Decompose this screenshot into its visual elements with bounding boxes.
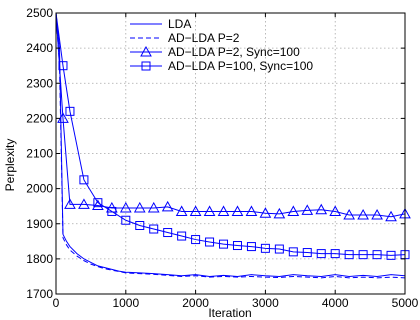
data-point <box>93 198 103 208</box>
x-tick-label: 3000 <box>252 296 279 310</box>
data-point <box>107 206 117 216</box>
data-point <box>64 198 76 209</box>
axes-layer: 0 1000 2000 3000 4000 5000 1700 1800 1900 2000 210… <box>26 6 418 310</box>
data-point <box>57 112 69 123</box>
data-point <box>219 239 229 249</box>
series-layer <box>56 12 411 279</box>
y-axis-title: Perplexity <box>3 139 17 192</box>
series-line <box>56 12 406 277</box>
data-point <box>372 250 382 260</box>
data-point <box>260 243 270 253</box>
data-point <box>315 203 328 215</box>
data-point <box>344 250 354 260</box>
data-point <box>149 224 159 234</box>
data-point <box>163 228 173 238</box>
data-point <box>301 204 314 215</box>
y-tick-label: 2000 <box>26 182 53 196</box>
data-point <box>133 201 146 213</box>
data-point <box>58 61 68 71</box>
data-point <box>386 250 396 260</box>
data-point <box>147 201 160 213</box>
data-point <box>273 207 286 219</box>
y-tick-label: 2500 <box>26 6 53 20</box>
data-point <box>191 235 201 245</box>
grid-layer <box>56 13 405 294</box>
legend-entry-2: AD−LDA P=2 <box>130 31 240 45</box>
series-1 <box>56 12 406 277</box>
y-tick-label: 1800 <box>26 252 53 266</box>
data-point <box>205 237 215 247</box>
data-point <box>189 205 202 216</box>
data-point <box>119 201 132 213</box>
data-point <box>161 200 174 212</box>
x-tick-label: 0 <box>53 296 60 310</box>
data-point <box>232 241 242 251</box>
x-tick-label: 5000 <box>392 296 419 310</box>
series-line <box>56 12 406 256</box>
x-tick-label: 4000 <box>322 296 349 310</box>
legend-label: AD−LDA P=2, Sync=100 <box>168 45 300 59</box>
series-2 <box>56 12 406 279</box>
data-point <box>65 106 75 116</box>
legend-entry-3: AD−LDA P=2, Sync=100 <box>130 45 300 59</box>
data-point <box>175 205 188 216</box>
y-tick-label: 2300 <box>26 76 53 90</box>
series-line <box>56 12 406 218</box>
data-point <box>245 205 258 216</box>
legend-label: LDA <box>168 17 191 31</box>
data-point <box>288 247 298 257</box>
y-tick-label: 2100 <box>26 147 53 161</box>
data-point <box>358 250 368 260</box>
legend-label: AD−LDA P=2 <box>168 31 240 45</box>
data-point <box>316 249 326 259</box>
data-point <box>231 205 244 216</box>
data-point <box>259 207 272 218</box>
data-point <box>302 248 312 258</box>
legend-marker <box>140 45 152 57</box>
x-axis-title: Iteration <box>208 306 251 320</box>
data-point <box>135 221 145 231</box>
data-point <box>287 205 300 216</box>
x-tick-label: 1000 <box>112 296 139 310</box>
data-point <box>203 205 216 216</box>
series-line <box>56 12 406 279</box>
legend-entry-4: AD−LDA P=100, Sync=100 <box>130 59 313 73</box>
data-point <box>78 198 90 209</box>
data-point <box>217 205 230 216</box>
x-tick-label: 2000 <box>182 296 209 310</box>
legend-marker <box>141 61 151 71</box>
data-point <box>371 208 383 220</box>
legend-label: AD−LDA P=100, Sync=100 <box>168 59 313 73</box>
y-tick-label: 1900 <box>26 217 53 231</box>
data-point <box>274 244 284 254</box>
data-point <box>246 242 256 252</box>
data-point <box>177 231 187 241</box>
y-tick-label: 1700 <box>26 287 53 301</box>
data-point <box>121 215 131 225</box>
data-point <box>330 249 340 259</box>
series-3 <box>56 12 411 222</box>
data-point <box>385 210 397 222</box>
data-point <box>92 199 104 210</box>
data-point <box>329 205 342 216</box>
series-4 <box>56 12 410 260</box>
y-tick-label: 2400 <box>26 41 53 55</box>
y-tick-label: 2200 <box>26 111 53 125</box>
data-point <box>357 208 369 220</box>
legend-entry-1: LDA <box>130 17 191 31</box>
data-point <box>79 175 89 185</box>
data-point <box>343 208 356 220</box>
